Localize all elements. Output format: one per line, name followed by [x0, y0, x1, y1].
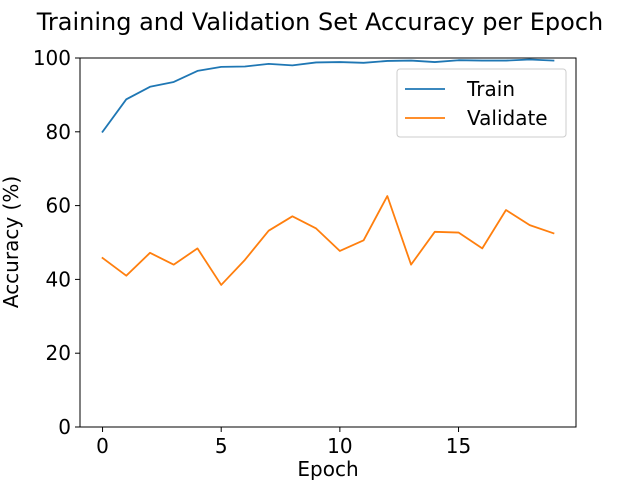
- x-axis: 0 5 10 15: [96, 427, 471, 458]
- chart-title: Training and Validation Set Accuracy per…: [36, 8, 603, 36]
- y-tick-label: 0: [58, 415, 71, 439]
- y-tick-label: 100: [33, 46, 71, 70]
- legend: Train Validate: [396, 68, 567, 138]
- plot-frame: [79, 57, 577, 428]
- x-tick-label: 0: [96, 434, 109, 458]
- legend-box: [396, 68, 567, 138]
- series-line-train: [101, 58, 555, 134]
- y-tick-label: 20: [46, 341, 71, 365]
- x-tick-label: 15: [446, 434, 471, 458]
- legend-label-validate: Validate: [467, 106, 548, 130]
- y-axis-label: Accuracy (%): [0, 176, 23, 308]
- y-tick-label: 60: [46, 194, 71, 218]
- x-tick-label: 10: [327, 434, 352, 458]
- series-line-validate: [101, 195, 555, 286]
- y-axis: 0 20 40 60 80 100: [33, 46, 80, 439]
- plot-lines: [101, 58, 555, 286]
- x-tick-label: 5: [215, 434, 228, 458]
- x-axis-label: Epoch: [297, 457, 358, 480]
- y-tick-label: 40: [46, 267, 71, 291]
- legend-label-train: Train: [466, 77, 515, 101]
- y-tick-label: 80: [46, 120, 71, 144]
